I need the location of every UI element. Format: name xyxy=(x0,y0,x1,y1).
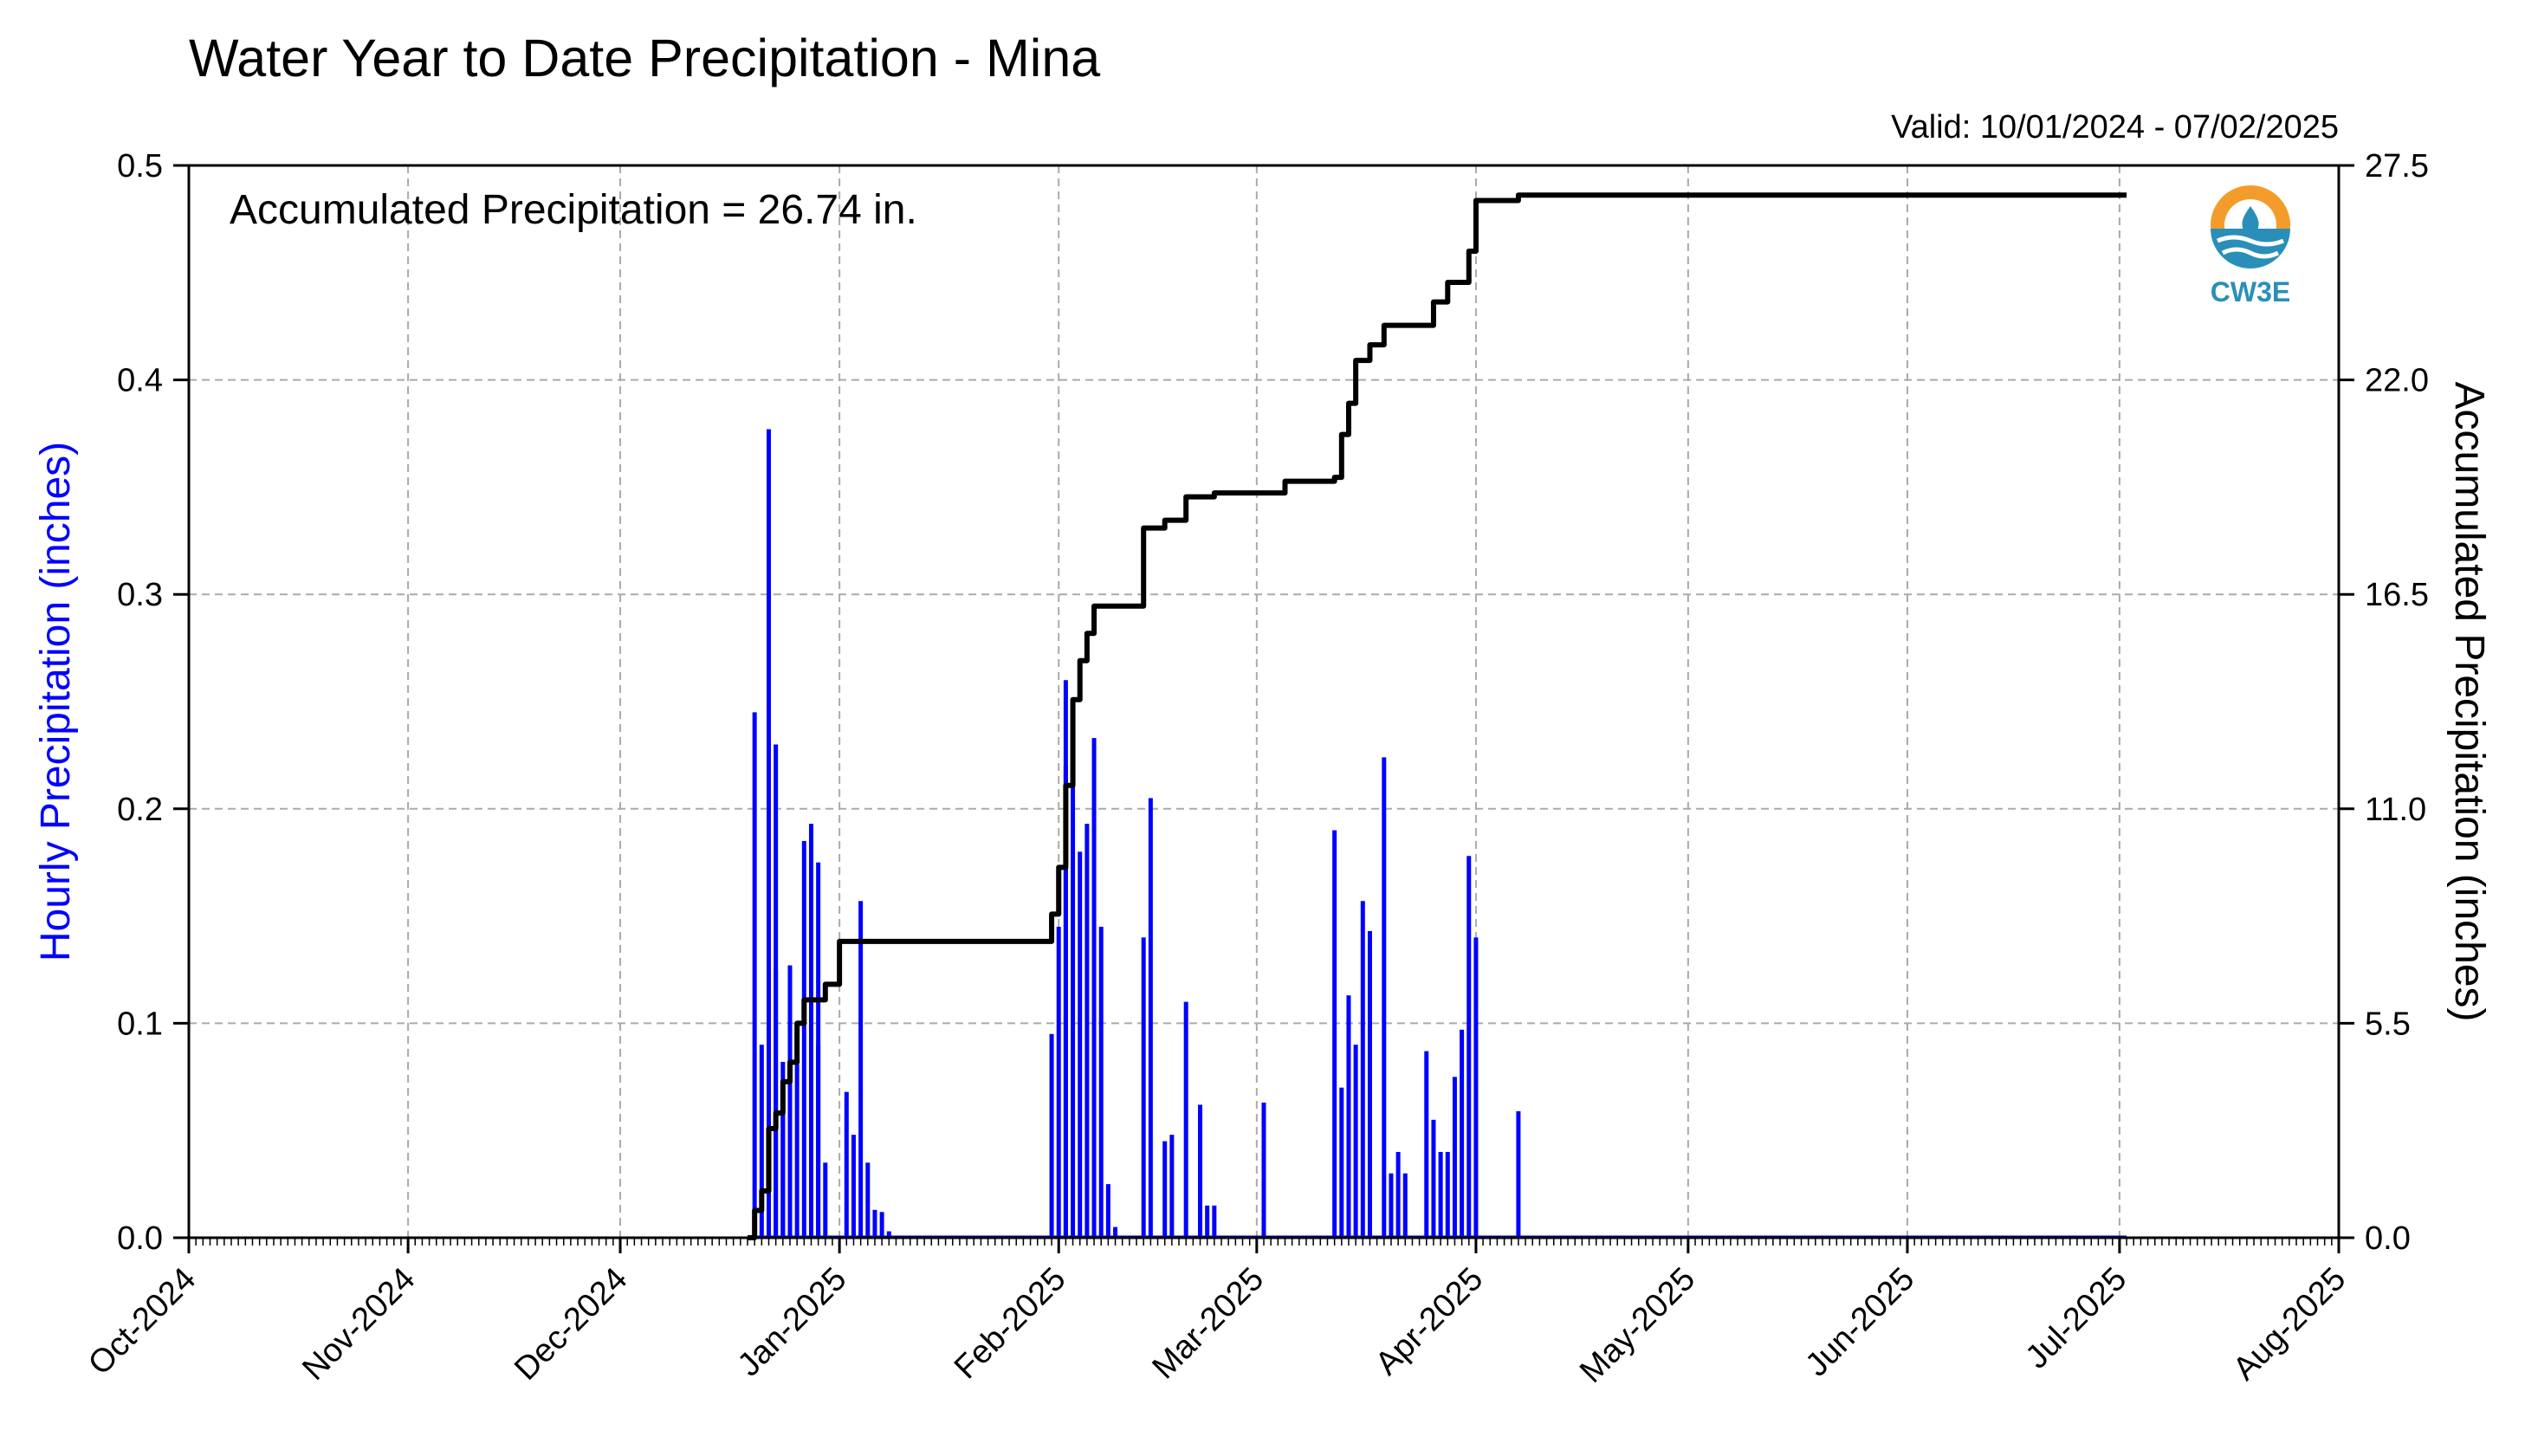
hourly-bar xyxy=(1056,926,1061,1238)
accumulated-precipitation-line xyxy=(747,192,2127,1240)
hourly-bar xyxy=(816,1045,821,1238)
hourly-bar xyxy=(1402,1173,1408,1238)
axes: Oct-2024 Nov-2024 Dec-2024 Jan-2025 Feb-2025… xyxy=(81,148,2429,1390)
hourly-bar xyxy=(1183,1001,1188,1238)
hourly-bar xyxy=(1424,1051,1429,1238)
x-tick-label: Jun-2025 xyxy=(1799,1261,1922,1384)
hourly-bar xyxy=(1091,738,1097,1238)
hourly-bar xyxy=(1078,851,1083,1238)
y-right-tick-label: 22.0 xyxy=(2365,363,2429,399)
chart-title: Water Year to Date Precipitation - Mina xyxy=(189,29,1100,87)
grid-lines xyxy=(189,165,2339,1238)
accumulated-line-path xyxy=(747,192,2127,1240)
hourly-bar xyxy=(1049,1033,1054,1238)
hourly-bar xyxy=(1389,1173,1394,1238)
x-tick-label: Aug-2025 xyxy=(2226,1261,2353,1388)
hourly-bar xyxy=(787,965,793,1238)
hourly-bar xyxy=(808,824,813,1238)
x-tick-label: May-2025 xyxy=(1573,1261,1702,1390)
hourly-bar xyxy=(865,1162,871,1238)
hourly-bar xyxy=(1098,926,1104,1238)
hourly-bar xyxy=(1395,1151,1401,1238)
logo-text: CW3E xyxy=(2211,276,2290,307)
y-left-tick-label: 0.0 xyxy=(117,1220,163,1257)
y-right-tick-label: 0.0 xyxy=(2365,1220,2411,1257)
hourly-bar xyxy=(780,1061,786,1238)
hourly-bar xyxy=(1113,1226,1118,1238)
hourly-bar xyxy=(1261,1103,1266,1238)
hourly-bar xyxy=(1071,702,1076,1238)
y-axis-right-label: Accumulated Precipitation (inches) xyxy=(2446,381,2492,1021)
y-left-tick-label: 0.5 xyxy=(117,148,163,184)
hourly-bar xyxy=(844,1091,849,1238)
hourly-bar xyxy=(1466,856,1472,1238)
y-left-tick-label: 0.4 xyxy=(117,363,163,399)
y-right-tick-label: 16.5 xyxy=(2365,577,2429,613)
hourly-bar xyxy=(1382,757,1387,1238)
hourly-bar xyxy=(858,901,864,1238)
hourly-bar xyxy=(752,712,757,1238)
x-tick-label: Feb-2025 xyxy=(948,1261,1073,1387)
x-tick-label: Apr-2025 xyxy=(1369,1261,1490,1382)
y-right-tick-label: 11.0 xyxy=(2365,792,2426,828)
hourly-bar xyxy=(774,969,779,1238)
hourly-bar xyxy=(823,1162,828,1238)
hourly-bar xyxy=(1339,1087,1344,1238)
x-tick-label: Dec-2024 xyxy=(508,1261,634,1388)
hourly-bar xyxy=(1346,995,1351,1238)
hourly-bar xyxy=(1360,901,1365,1238)
x-tick-label: Nov-2024 xyxy=(295,1261,422,1388)
hourly-bar xyxy=(1205,1205,1210,1238)
hourly-bar xyxy=(801,840,806,1238)
valid-date-range: Valid: 10/01/2024 - 07/02/2025 xyxy=(1891,109,2339,146)
hourly-bar xyxy=(872,1209,877,1238)
hourly-bar xyxy=(1105,1184,1110,1238)
hourly-bar xyxy=(1148,798,1153,1238)
y-right-tick-label: 5.5 xyxy=(2365,1006,2411,1042)
x-tick-label: Jul-2025 xyxy=(2018,1261,2133,1376)
x-tick-label: Oct-2024 xyxy=(81,1261,203,1382)
plot-area-frame xyxy=(187,164,2340,1239)
hourly-bar xyxy=(766,429,771,1239)
cw3e-logo-icon: CW3E xyxy=(2211,185,2290,307)
hourly-bar xyxy=(1473,937,1479,1238)
hourly-bar xyxy=(1084,824,1090,1238)
hourly-bar xyxy=(1063,766,1068,1238)
y-axis-left-label: Hourly Precipitation (inches) xyxy=(33,442,79,961)
hourly-bar xyxy=(1169,1135,1175,1238)
hourly-bar xyxy=(1141,937,1146,1238)
hourly-bar xyxy=(886,1231,891,1238)
y-left-tick-label: 0.1 xyxy=(117,1006,163,1042)
hourly-bar xyxy=(1212,1205,1217,1238)
hourly-bar xyxy=(1198,1104,1203,1238)
hourly-bar xyxy=(1460,1029,1465,1238)
hourly-bar xyxy=(879,1212,884,1238)
hourly-bar xyxy=(1516,1110,1521,1238)
accumulated-annotation: Accumulated Precipitation = 26.74 in. xyxy=(230,187,917,233)
x-tick-label: Jan-2025 xyxy=(731,1261,854,1384)
hourly-bar xyxy=(759,1045,764,1238)
hourly-bar xyxy=(851,1135,856,1238)
y-left-tick-label: 0.2 xyxy=(117,792,163,828)
hourly-bar xyxy=(1431,1119,1436,1238)
y-right-tick-label: 27.5 xyxy=(2365,148,2429,184)
hourly-bar xyxy=(1438,1151,1443,1238)
hourly-bar xyxy=(1445,1151,1450,1238)
hourly-bar xyxy=(1162,1141,1168,1238)
hourly-bar xyxy=(1367,930,1372,1238)
hourly-bar xyxy=(1332,830,1337,1238)
hourly-precipitation-bars xyxy=(747,429,2127,1239)
hourly-bar xyxy=(1353,1045,1358,1238)
x-tick-label: Mar-2025 xyxy=(1145,1261,1271,1387)
hourly-bar xyxy=(1452,1077,1457,1238)
hourly-bar xyxy=(794,1045,800,1238)
y-left-tick-label: 0.3 xyxy=(117,577,163,613)
